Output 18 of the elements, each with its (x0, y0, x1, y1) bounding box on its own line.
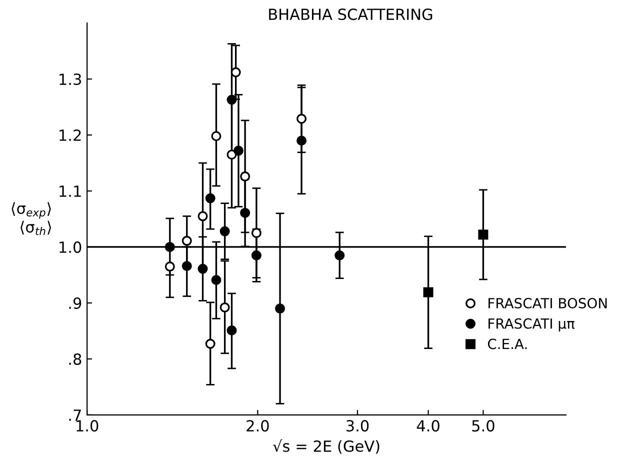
x-tick-label: 3.0 (346, 420, 369, 432)
chart-title: BHABHA SCATTERING (269, 8, 432, 20)
y-tick-label: 1.0 (60, 241, 82, 253)
x-tick-label: 2.0 (246, 420, 269, 432)
y-axis-title: ⟨σ$_{exp}$⟩ ⟨σ$_{th}$⟩ (12, 202, 51, 236)
legend-label: C.E.A. (488, 338, 527, 350)
legend-label: FRASCATI μπ (488, 318, 575, 332)
x-tick-label: 1.0 (76, 420, 98, 432)
x-axis-title: √s = 2E (GeV) (272, 439, 380, 454)
y-tick-label: .7 (69, 410, 81, 421)
x-tick-label: 4.0 (416, 420, 440, 432)
y-tick-label: .9 (69, 297, 82, 309)
y-tick-label: 1.3 (60, 73, 81, 86)
y-tick-label: 1.2 (60, 129, 81, 141)
legend-label: FRASCATI BOSON (488, 298, 607, 308)
y-tick-label: 1.1 (60, 186, 81, 197)
y-tick-label: .8 (69, 353, 82, 365)
x-tick-label: 5.0 (472, 420, 494, 432)
